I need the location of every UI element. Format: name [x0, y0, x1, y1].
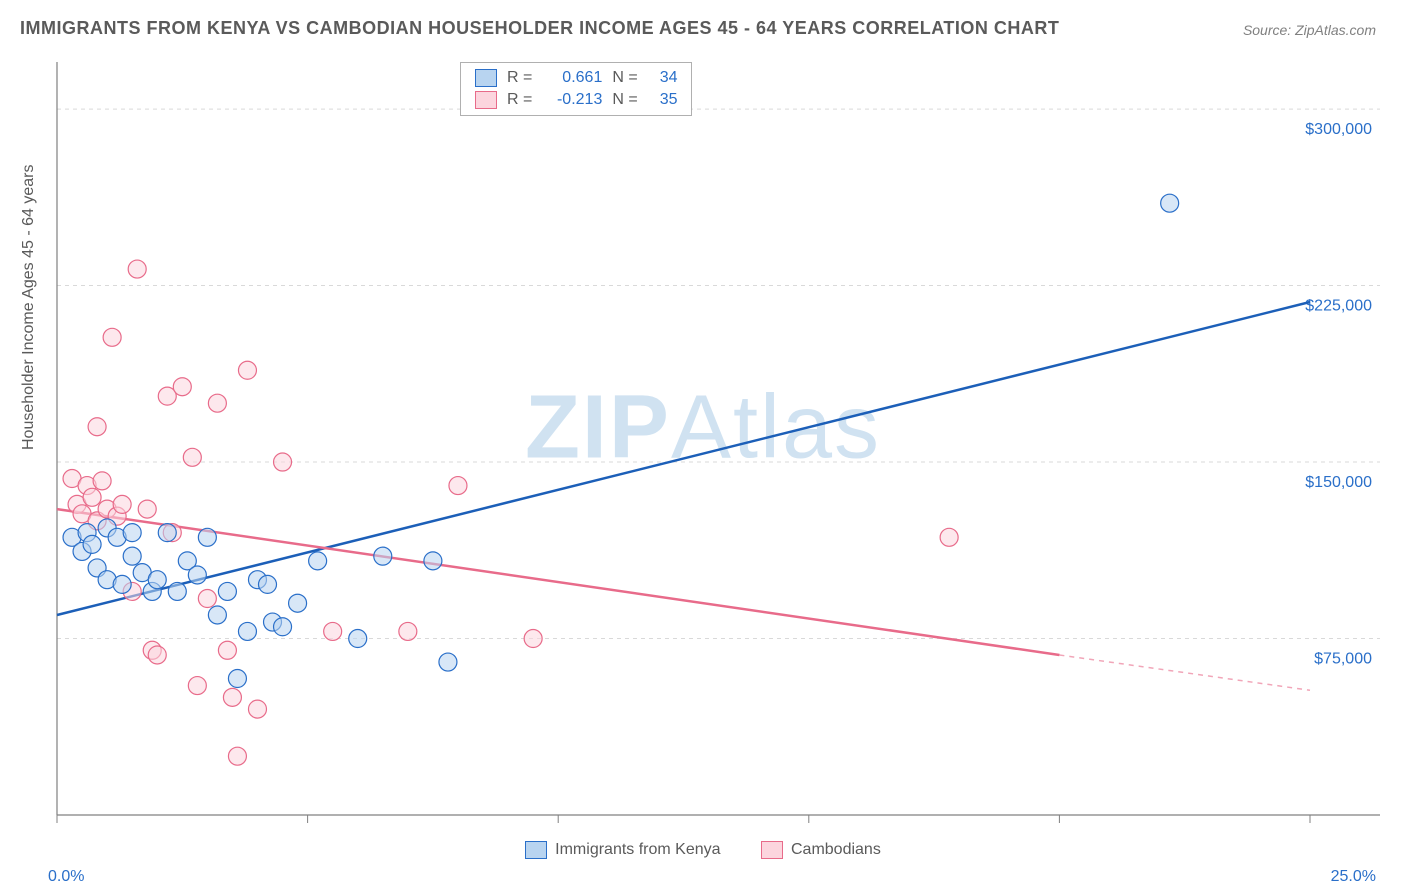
chart-title: IMMIGRANTS FROM KENYA VS CAMBODIAN HOUSE… — [20, 18, 1059, 39]
chart-plot-area: $75,000 $150,000 $225,000 $300,000 — [55, 60, 1380, 840]
source-attribution: Source: ZipAtlas.com — [1243, 22, 1376, 38]
n-label: N = — [612, 69, 637, 87]
correlation-legend: R = 0.661 N = 34 R = -0.213 N = 35 — [460, 62, 692, 116]
swatch-pink — [761, 841, 783, 859]
swatch-blue — [525, 841, 547, 859]
r-value-pink: -0.213 — [542, 91, 602, 109]
r-label: R = — [507, 91, 532, 109]
legend-label-pink: Cambodians — [791, 841, 881, 859]
legend-item-blue: Immigrants from Kenya — [525, 841, 720, 859]
svg-text:$75,000: $75,000 — [1314, 651, 1372, 668]
swatch-pink — [475, 91, 497, 109]
x-axis-max-label: 25.0% — [1331, 868, 1376, 886]
r-label: R = — [507, 69, 532, 87]
n-label: N = — [612, 91, 637, 109]
legend-label-blue: Immigrants from Kenya — [555, 841, 720, 859]
legend-row-pink: R = -0.213 N = 35 — [461, 89, 691, 111]
svg-text:$300,000: $300,000 — [1305, 121, 1372, 138]
swatch-blue — [475, 69, 497, 87]
chart-svg: $75,000 $150,000 $225,000 $300,000 — [55, 60, 1380, 840]
legend-row-blue: R = 0.661 N = 34 — [461, 67, 691, 89]
n-value-pink: 35 — [660, 91, 678, 109]
legend-item-pink: Cambodians — [761, 841, 881, 859]
svg-text:$225,000: $225,000 — [1305, 298, 1372, 315]
n-value-blue: 34 — [660, 69, 678, 87]
y-axis-label: Householder Income Ages 45 - 64 years — [20, 165, 38, 451]
series-legend: Immigrants from Kenya Cambodians — [0, 841, 1406, 864]
svg-text:$150,000: $150,000 — [1305, 474, 1372, 491]
x-axis-min-label: 0.0% — [48, 868, 84, 886]
r-value-blue: 0.661 — [542, 69, 602, 87]
